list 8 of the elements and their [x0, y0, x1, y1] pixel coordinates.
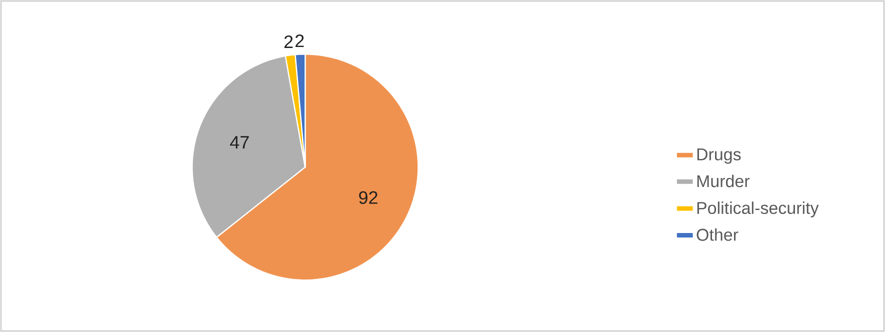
- data-label: 2: [296, 34, 304, 48]
- data-label: 2: [284, 35, 293, 48]
- data-label: 92: [359, 191, 378, 204]
- data-label: 47: [230, 136, 249, 148]
- legend-label: Murder: [697, 174, 750, 188]
- legend-label: Other: [696, 228, 738, 241]
- legend-label: Political-security: [697, 202, 819, 218]
- legend-label: Drugs: [697, 148, 741, 164]
